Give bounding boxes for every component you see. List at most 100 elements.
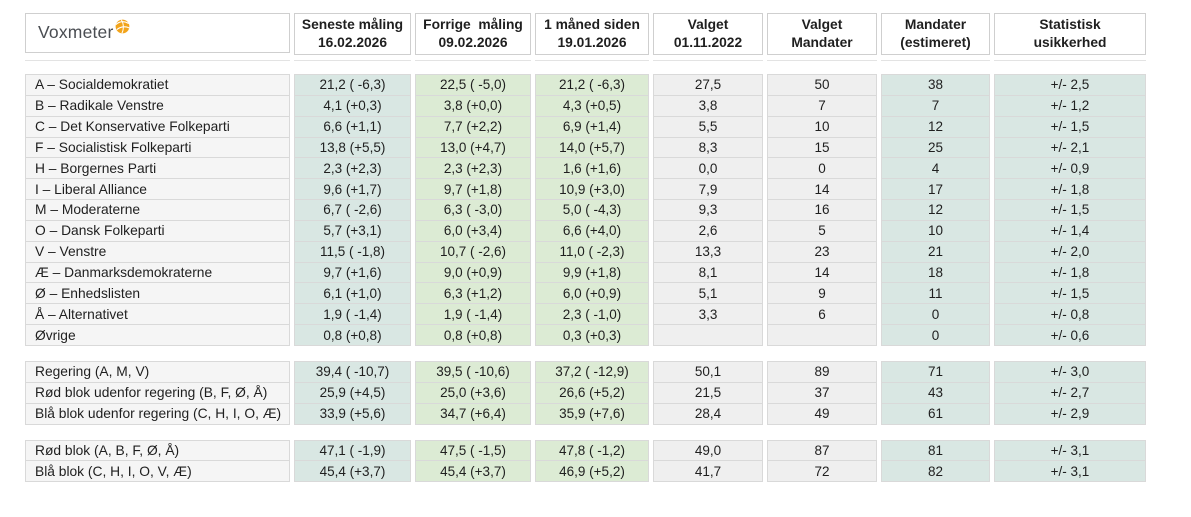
column-header-usikkerhed: Statistisk usikkerhed <box>994 13 1146 55</box>
cell-maaned-siden: 0,3 (+0,3) <box>535 324 649 346</box>
cell-mandater-est: 0 <box>881 303 990 326</box>
column-header-maaned-siden: 1 måned siden 19.01.2026 <box>535 13 649 55</box>
cell-valget: 7,9 <box>653 178 763 201</box>
cell-forrige: 7,7 (+2,2) <box>415 115 531 138</box>
cell-mandater-est: 10 <box>881 219 990 242</box>
cell-maaned-siden: 26,6 (+5,2) <box>535 381 649 404</box>
column-label: Valget <box>801 16 843 32</box>
row-label: A – Socialdemokratiet <box>25 74 290 96</box>
cell-valget: 21,5 <box>653 381 763 404</box>
section-coalitions: Regering (A, M, V) 39,4 ( -10,7) 39,5 ( … <box>25 360 1191 425</box>
cell-maaned-siden: 2,3 ( -1,0) <box>535 303 649 326</box>
cell-valget-mandater: 10 <box>767 115 877 138</box>
column-label: Mandater <box>904 16 967 32</box>
cell-valget-mandater: 50 <box>767 74 877 96</box>
cell-mandater-est: 4 <box>881 157 990 180</box>
cell-forrige: 6,0 (+3,4) <box>415 219 531 242</box>
cell-seneste: 11,5 ( -1,8) <box>294 240 411 263</box>
cell-usikkerhed: +/- 2,7 <box>994 381 1146 404</box>
cell-seneste: 0,8 (+0,8) <box>294 324 411 346</box>
cell-maaned-siden: 6,9 (+1,4) <box>535 115 649 138</box>
cell-forrige: 34,7 (+6,4) <box>415 402 531 425</box>
table-row: Blå blok udenfor regering (C, H, I, O, Æ… <box>25 402 1146 425</box>
column-header-seneste: Seneste måling 16.02.2026 <box>294 13 411 55</box>
cell-seneste: 6,6 (+1,1) <box>294 115 411 138</box>
cell-maaned-siden: 14,0 (+5,7) <box>535 136 649 159</box>
cell-forrige: 45,4 (+3,7) <box>415 460 531 483</box>
cell-valget: 0,0 <box>653 157 763 180</box>
table-row: C – Det Konservative Folkeparti 6,6 (+1,… <box>25 115 1146 138</box>
column-sublabel: (estimeret) <box>900 35 971 50</box>
cell-usikkerhed: +/- 3,1 <box>994 460 1146 483</box>
cell-valget: 41,7 <box>653 460 763 483</box>
cell-usikkerhed: +/- 0,9 <box>994 157 1146 180</box>
cell-valget <box>653 324 763 346</box>
cell-mandater-est: 38 <box>881 74 990 96</box>
cell-valget-mandater: 14 <box>767 261 877 284</box>
column-header-forrige: Forrige måling 09.02.2026 <box>415 13 531 55</box>
cell-valget: 8,1 <box>653 261 763 284</box>
cell-seneste: 33,9 (+5,6) <box>294 402 411 425</box>
cell-valget: 3,8 <box>653 94 763 117</box>
row-label: B – Radikale Venstre <box>25 94 290 117</box>
row-label: Øvrige <box>25 324 290 346</box>
header-divider <box>25 55 1146 61</box>
table-row: Øvrige 0,8 (+0,8) 0,8 (+0,8) 0,3 (+0,3) … <box>25 324 1146 346</box>
row-label: M – Moderaterne <box>25 199 290 221</box>
cell-maaned-siden: 9,9 (+1,8) <box>535 261 649 284</box>
cell-valget-mandater: 72 <box>767 460 877 483</box>
cell-usikkerhed: +/- 1,8 <box>994 261 1146 284</box>
cell-usikkerhed: +/- 2,9 <box>994 402 1146 425</box>
table-row: B – Radikale Venstre 4,1 (+0,3) 3,8 (+0,… <box>25 94 1146 117</box>
table-row: O – Dansk Folkeparti 5,7 (+3,1) 6,0 (+3,… <box>25 219 1146 242</box>
cell-mandater-est: 61 <box>881 402 990 425</box>
cell-valget: 49,0 <box>653 439 763 462</box>
row-label: Blå blok (C, H, I, O, V, Æ) <box>25 460 290 483</box>
table-row: H – Borgernes Parti 2,3 (+2,3) 2,3 (+2,3… <box>25 157 1146 180</box>
cell-forrige: 6,3 ( -3,0) <box>415 199 531 221</box>
cell-forrige: 0,8 (+0,8) <box>415 324 531 346</box>
cell-usikkerhed: +/- 1,2 <box>994 94 1146 117</box>
cell-seneste: 9,7 (+1,6) <box>294 261 411 284</box>
cell-seneste: 4,1 (+0,3) <box>294 94 411 117</box>
row-label: Rød blok udenfor regering (B, F, Ø, Å) <box>25 381 290 404</box>
cell-forrige: 25,0 (+3,6) <box>415 381 531 404</box>
table-row: Regering (A, M, V) 39,4 ( -10,7) 39,5 ( … <box>25 360 1146 383</box>
cell-mandater-est: 11 <box>881 282 990 305</box>
cell-seneste: 13,8 (+5,5) <box>294 136 411 159</box>
cell-usikkerhed: +/- 1,5 <box>994 115 1146 138</box>
table-row: A – Socialdemokratiet 21,2 ( -6,3) 22,5 … <box>25 74 1146 96</box>
cell-valget-mandater: 49 <box>767 402 877 425</box>
cell-usikkerhed: +/- 3,1 <box>994 439 1146 462</box>
cell-maaned-siden: 21,2 ( -6,3) <box>535 74 649 96</box>
table-row: Å – Alternativet 1,9 ( -1,4) 1,9 ( -1,4)… <box>25 303 1146 326</box>
cell-valget: 5,1 <box>653 282 763 305</box>
table-row: Æ – Danmarksdemokraterne 9,7 (+1,6) 9,0 … <box>25 261 1146 284</box>
cell-forrige: 22,5 ( -5,0) <box>415 74 531 96</box>
cell-forrige: 6,3 (+1,2) <box>415 282 531 305</box>
cell-valget-mandater <box>767 324 877 346</box>
cell-valget-mandater: 89 <box>767 360 877 383</box>
table-row: V – Venstre 11,5 ( -1,8) 10,7 ( -2,6) 11… <box>25 240 1146 263</box>
cell-mandater-est: 12 <box>881 115 990 138</box>
cell-valget: 2,6 <box>653 219 763 242</box>
cell-usikkerhed: +/- 1,5 <box>994 282 1146 305</box>
cell-maaned-siden: 4,3 (+0,5) <box>535 94 649 117</box>
table-row: I – Liberal Alliance 9,6 (+1,7) 9,7 (+1,… <box>25 178 1146 201</box>
voxmeter-poll-page: Voxmeter Seneste måling 16.02.2026 Forri… <box>25 13 1191 483</box>
section-parties: A – Socialdemokratiet 21,2 ( -6,3) 22,5 … <box>25 74 1191 346</box>
cell-forrige: 13,0 (+4,7) <box>415 136 531 159</box>
cell-valget-mandater: 5 <box>767 219 877 242</box>
cell-maaned-siden: 1,6 (+1,6) <box>535 157 649 180</box>
cell-valget-mandater: 37 <box>767 381 877 404</box>
cell-valget-mandater: 6 <box>767 303 877 326</box>
cell-usikkerhed: +/- 2,1 <box>994 136 1146 159</box>
column-sublabel: 19.01.2026 <box>557 35 627 50</box>
cell-mandater-est: 18 <box>881 261 990 284</box>
brand-cell: Voxmeter <box>25 13 290 53</box>
table-body: A – Socialdemokratiet 21,2 ( -6,3) 22,5 … <box>25 74 1191 483</box>
column-sublabel: Mandater <box>791 35 853 50</box>
table-row: Rød blok (A, B, F, Ø, Å) 47,1 ( -1,9) 47… <box>25 439 1146 462</box>
cell-seneste: 2,3 (+2,3) <box>294 157 411 180</box>
cell-valget: 27,5 <box>653 74 763 96</box>
